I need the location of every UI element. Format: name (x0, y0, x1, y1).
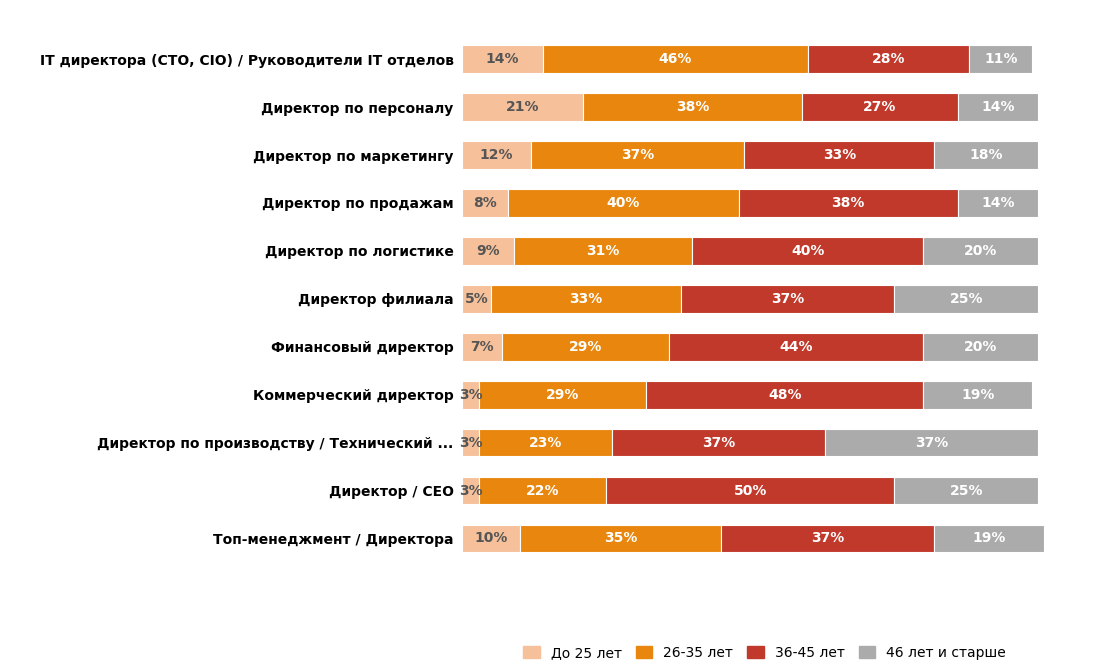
Bar (462, 285, 491, 313)
Text: 38%: 38% (675, 100, 710, 114)
Text: 40%: 40% (606, 196, 640, 210)
Text: 11%: 11% (984, 52, 1018, 66)
Text: 33%: 33% (570, 291, 603, 306)
Text: 18%: 18% (969, 148, 1003, 162)
Bar (722, 525, 935, 552)
Bar (802, 93, 957, 121)
Text: 38%: 38% (832, 196, 865, 210)
Bar (491, 285, 681, 313)
Text: 14%: 14% (981, 196, 1014, 210)
Bar (508, 189, 738, 217)
Text: 21%: 21% (506, 100, 539, 114)
Bar (462, 93, 583, 121)
Text: 48%: 48% (768, 388, 802, 402)
Bar (738, 189, 957, 217)
Bar (531, 141, 745, 169)
Text: 25%: 25% (949, 483, 983, 497)
Bar (957, 93, 1038, 121)
Text: 46%: 46% (659, 52, 692, 66)
Text: 3%: 3% (459, 388, 483, 402)
Bar (693, 237, 923, 265)
Bar (957, 189, 1038, 217)
Bar (745, 141, 935, 169)
Bar (503, 333, 670, 361)
Bar (894, 477, 1038, 505)
Text: 12%: 12% (480, 148, 514, 162)
Bar (480, 429, 612, 456)
Bar (542, 45, 807, 73)
Text: 14%: 14% (981, 100, 1014, 114)
Legend: До 25 лет, 26-35 лет, 36-45 лет, 46 лет и старше: До 25 лет, 26-35 лет, 36-45 лет, 46 лет … (517, 641, 1012, 664)
Bar (681, 285, 894, 313)
Text: 8%: 8% (473, 196, 497, 210)
Bar (647, 380, 923, 408)
Text: 29%: 29% (546, 388, 580, 402)
Bar (462, 45, 542, 73)
Bar (462, 237, 514, 265)
Bar (480, 477, 606, 505)
Text: 3%: 3% (459, 436, 483, 450)
Bar (923, 380, 1033, 408)
Text: 35%: 35% (604, 531, 637, 545)
Bar (935, 525, 1044, 552)
Text: 27%: 27% (864, 100, 896, 114)
Text: 40%: 40% (791, 244, 824, 258)
Text: 5%: 5% (464, 291, 488, 306)
Bar (462, 141, 531, 169)
Text: 33%: 33% (823, 148, 856, 162)
Text: 28%: 28% (871, 52, 905, 66)
Text: 37%: 37% (915, 436, 948, 450)
Bar (935, 141, 1038, 169)
Text: 19%: 19% (961, 388, 994, 402)
Text: 37%: 37% (702, 436, 735, 450)
Bar (462, 525, 519, 552)
Text: 23%: 23% (529, 436, 562, 450)
Text: 44%: 44% (780, 340, 813, 354)
Text: 31%: 31% (586, 244, 620, 258)
Text: 3%: 3% (459, 483, 483, 497)
Bar (462, 189, 508, 217)
Bar (670, 333, 923, 361)
Bar (462, 429, 480, 456)
Bar (612, 429, 825, 456)
Text: 19%: 19% (972, 531, 1005, 545)
Text: 37%: 37% (812, 531, 845, 545)
Text: 37%: 37% (771, 291, 804, 306)
Bar (519, 525, 722, 552)
Text: 37%: 37% (621, 148, 654, 162)
Text: 25%: 25% (949, 291, 983, 306)
Bar (894, 285, 1038, 313)
Bar (462, 477, 480, 505)
Bar (825, 429, 1038, 456)
Bar (583, 93, 802, 121)
Text: 14%: 14% (485, 52, 519, 66)
Bar (923, 237, 1038, 265)
Text: 10%: 10% (474, 531, 507, 545)
Text: 22%: 22% (526, 483, 560, 497)
Text: 7%: 7% (471, 340, 494, 354)
Bar (807, 45, 969, 73)
Bar (923, 333, 1038, 361)
Bar (462, 333, 503, 361)
Bar (462, 380, 480, 408)
Text: 29%: 29% (569, 340, 603, 354)
Bar (514, 237, 693, 265)
Bar (606, 477, 894, 505)
Bar (480, 380, 647, 408)
Bar (969, 45, 1033, 73)
Text: 50%: 50% (734, 483, 767, 497)
Text: 9%: 9% (476, 244, 499, 258)
Text: 20%: 20% (964, 244, 998, 258)
Text: 20%: 20% (964, 340, 998, 354)
